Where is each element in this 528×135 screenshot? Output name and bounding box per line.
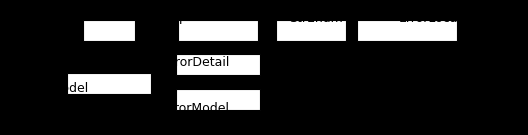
FancyBboxPatch shape: [83, 20, 135, 40]
FancyBboxPatch shape: [357, 20, 457, 40]
Text: ReprEnum: ReprEnum: [164, 11, 229, 24]
Text: ErrorDetail: ErrorDetail: [162, 57, 230, 70]
Text: StrEnum: StrEnum: [289, 11, 343, 24]
FancyBboxPatch shape: [276, 20, 346, 40]
FancyBboxPatch shape: [67, 73, 151, 94]
FancyBboxPatch shape: [176, 89, 260, 110]
Text: ErrorModel: ErrorModel: [162, 102, 230, 114]
FancyBboxPatch shape: [177, 20, 258, 40]
Text: Enum: Enum: [37, 11, 73, 24]
FancyBboxPatch shape: [176, 54, 260, 75]
Text: ErrorLocation: ErrorLocation: [398, 11, 482, 24]
Text: BaseModel: BaseModel: [21, 82, 89, 94]
